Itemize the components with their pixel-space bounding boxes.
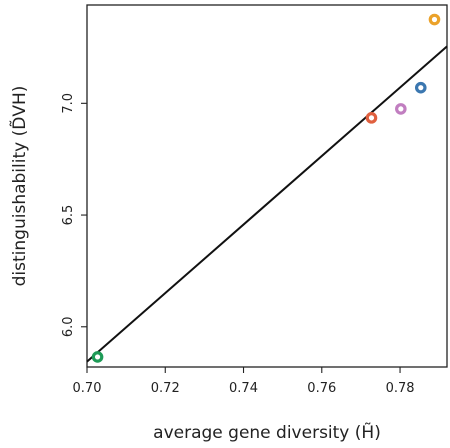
data-point xyxy=(414,81,427,94)
data-point xyxy=(365,112,378,124)
data-points xyxy=(91,13,441,363)
y-axis-title: distinguishability (D̃VH) xyxy=(9,86,30,287)
data-point xyxy=(395,103,407,115)
x-axis-ticks: 0.70 0.72 0.74 0.76 0.78 xyxy=(73,367,415,396)
x-tick-label: 0.72 xyxy=(151,381,180,396)
y-axis-ticks: 6.0 6.5 7.0 xyxy=(61,93,87,337)
plot-frame xyxy=(86,4,448,368)
x-tick-label: 0.74 xyxy=(229,381,258,396)
y-tick-label: 6.5 xyxy=(61,205,76,226)
x-tick-label: 0.78 xyxy=(386,381,415,396)
fit-line-layer xyxy=(86,45,448,363)
y-tick-label: 7.0 xyxy=(61,93,76,114)
x-tick-label: 0.70 xyxy=(73,381,102,396)
data-point xyxy=(428,13,441,26)
data-point xyxy=(91,351,104,363)
x-axis-title: average gene diversity (H̃) xyxy=(153,422,381,443)
x-tick-label: 0.76 xyxy=(307,381,336,396)
y-tick-label: 6.0 xyxy=(61,316,76,337)
regression-line xyxy=(86,45,448,363)
